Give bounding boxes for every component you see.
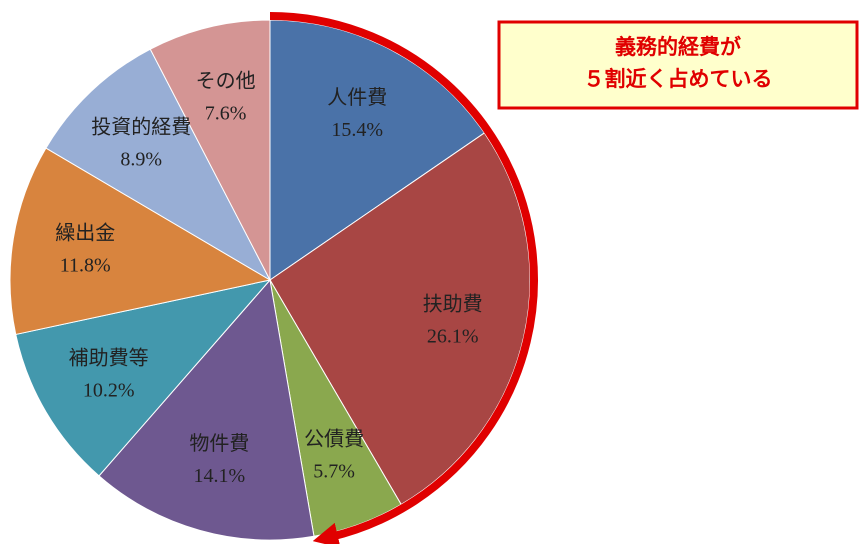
slice-label: 扶助費 [423, 293, 483, 316]
value-label: 5.7% [313, 460, 355, 482]
pie-slice [269, 19, 486, 281]
pie-slice [15, 279, 272, 477]
value-label: 26.1% [427, 326, 479, 348]
highlight-arrow [269, 12, 538, 544]
pie-slice [269, 132, 531, 506]
pie-slice [9, 147, 272, 336]
annotation: 義務的経費が [615, 35, 741, 59]
slice-label: 公債費 [304, 427, 364, 450]
value-label: 8.9% [120, 149, 162, 171]
slice-label: 物件費 [189, 432, 249, 455]
value-label: 7.6% [205, 103, 247, 125]
slice-label: 繰出金 [55, 222, 115, 245]
value-label: 10.2% [83, 380, 135, 402]
annotation-box [497, 20, 859, 110]
annotation: ５割近く占めている [584, 67, 773, 91]
pie-slice [98, 278, 315, 541]
value-label: 14.1% [194, 465, 246, 487]
value-label: 11.8% [60, 255, 111, 277]
slice-label: 人件費 [327, 86, 387, 109]
value-label: 15.4% [331, 119, 383, 141]
pie-slice [149, 19, 271, 281]
slice-label: その他 [196, 70, 256, 93]
slice-label: 投資的経費 [91, 116, 191, 139]
pie-slice [45, 48, 272, 282]
slice-label: 補助費等 [69, 347, 149, 370]
